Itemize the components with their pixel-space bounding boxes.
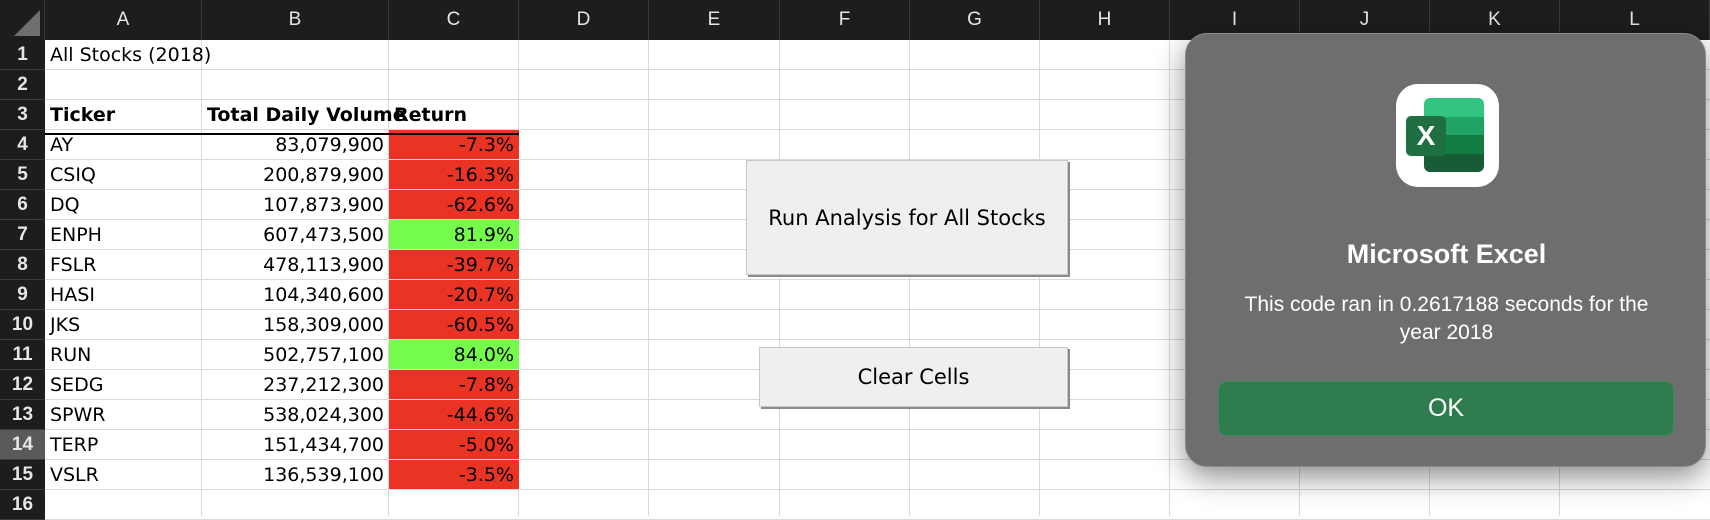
row-header-12[interactable]: 12 bbox=[0, 370, 45, 400]
gridline-vertical bbox=[201, 40, 202, 516]
row-header-10[interactable]: 10 bbox=[0, 310, 45, 340]
gridline-horizontal bbox=[45, 129, 1710, 130]
gridline-vertical bbox=[909, 40, 910, 516]
gridline-horizontal bbox=[45, 459, 1710, 460]
cell-volume[interactable]: 200,879,900 bbox=[263, 164, 384, 186]
row-header-11[interactable]: 11 bbox=[0, 340, 45, 370]
gridline-vertical bbox=[779, 40, 780, 516]
cell-ticker[interactable]: ENPH bbox=[50, 224, 102, 246]
row-header-3[interactable]: 3 bbox=[0, 100, 45, 130]
gridline-vertical bbox=[648, 40, 649, 516]
row-header-6[interactable]: 6 bbox=[0, 190, 45, 220]
row-header-14[interactable]: 14 bbox=[0, 430, 45, 460]
cell-ticker[interactable]: FSLR bbox=[50, 254, 97, 276]
gridline-vertical bbox=[1169, 40, 1170, 516]
cell-ticker[interactable]: AY bbox=[50, 134, 74, 156]
cell-return[interactable]: -44.6% bbox=[389, 400, 519, 429]
cell-volume[interactable]: 237,212,300 bbox=[263, 374, 384, 396]
dialog-message: This code ran in 0.2617188 seconds for t… bbox=[1244, 293, 1649, 344]
row-header-5[interactable]: 5 bbox=[0, 160, 45, 190]
gridline-horizontal bbox=[45, 339, 1710, 340]
row-header-15[interactable]: 15 bbox=[0, 460, 45, 490]
cell-volume[interactable]: 107,873,900 bbox=[263, 194, 384, 216]
cell-ticker[interactable]: TERP bbox=[50, 434, 99, 456]
row-header-4[interactable]: 4 bbox=[0, 130, 45, 160]
cell-return[interactable]: -7.3% bbox=[389, 130, 519, 159]
cell-return[interactable]: -39.7% bbox=[389, 250, 519, 279]
column-header-h[interactable]: H bbox=[1040, 0, 1170, 40]
gridline-horizontal bbox=[45, 489, 1710, 490]
gridline-horizontal bbox=[45, 279, 1710, 280]
cell-ticker[interactable]: RUN bbox=[50, 344, 92, 366]
column-header-f[interactable]: F bbox=[780, 0, 910, 40]
gridline-horizontal bbox=[45, 159, 1710, 160]
clear-cells-button[interactable]: Clear Cells bbox=[759, 347, 1068, 407]
cell-ticker[interactable]: HASI bbox=[50, 284, 95, 306]
gridline-vertical bbox=[1039, 40, 1040, 516]
cell-ticker[interactable]: DQ bbox=[50, 194, 80, 216]
cell-volume[interactable]: 607,473,500 bbox=[263, 224, 384, 246]
row-header-8[interactable]: 8 bbox=[0, 250, 45, 280]
cell-volume[interactable]: 158,309,000 bbox=[263, 314, 384, 336]
cell-return[interactable]: -5.0% bbox=[389, 430, 519, 459]
column-header-b[interactable]: B bbox=[202, 0, 389, 40]
header-total-daily-volume[interactable]: Total Daily Volume bbox=[207, 104, 406, 126]
cell-a1-title[interactable]: All Stocks (2018) bbox=[50, 44, 212, 66]
gridline-horizontal bbox=[45, 309, 1710, 310]
cell-volume[interactable]: 83,079,900 bbox=[275, 134, 384, 156]
cell-return[interactable]: -60.5% bbox=[389, 310, 519, 339]
row-header-16[interactable]: 16 bbox=[0, 490, 45, 520]
header-return[interactable]: Return bbox=[394, 104, 468, 126]
cell-return[interactable]: -16.3% bbox=[389, 160, 519, 189]
column-header-e[interactable]: E bbox=[649, 0, 780, 40]
row-header-2[interactable]: 2 bbox=[0, 70, 45, 100]
cell-return[interactable]: -62.6% bbox=[389, 190, 519, 219]
cell-return[interactable]: -3.5% bbox=[389, 460, 519, 489]
cell-return[interactable]: -7.8% bbox=[389, 370, 519, 399]
cell-volume[interactable]: 151,434,700 bbox=[263, 434, 384, 456]
cell-volume[interactable]: 502,757,100 bbox=[263, 344, 384, 366]
column-header-c[interactable]: C bbox=[389, 0, 519, 40]
cell-return[interactable]: -20.7% bbox=[389, 280, 519, 309]
cell-volume[interactable]: 478,113,900 bbox=[263, 254, 384, 276]
cell-volume[interactable]: 104,340,600 bbox=[263, 284, 384, 306]
cell-ticker[interactable]: CSIQ bbox=[50, 164, 96, 186]
gridline-horizontal bbox=[45, 69, 1710, 70]
cell-return[interactable]: 81.9% bbox=[389, 220, 519, 249]
excel-app-icon: X bbox=[1396, 84, 1499, 187]
excel-x-icon: X bbox=[1406, 116, 1446, 156]
header-bottom-border bbox=[45, 133, 519, 135]
gridline-horizontal bbox=[45, 99, 1710, 100]
header-ticker[interactable]: Ticker bbox=[50, 104, 116, 126]
gridline-vertical bbox=[388, 40, 389, 516]
cell-volume[interactable]: 136,539,100 bbox=[263, 464, 384, 486]
dialog-title: Microsoft Excel bbox=[1346, 239, 1547, 269]
select-all-corner[interactable] bbox=[0, 0, 45, 40]
alert-dialog: X Microsoft Excel This code ran in 0.261… bbox=[1185, 33, 1706, 467]
cell-ticker[interactable]: SEDG bbox=[50, 374, 104, 396]
column-header-a[interactable]: A bbox=[45, 0, 202, 40]
ok-button[interactable]: OK bbox=[1218, 381, 1674, 436]
row-header-1[interactable]: 1 bbox=[0, 40, 45, 70]
row-header-13[interactable]: 13 bbox=[0, 400, 45, 430]
row-header-7[interactable]: 7 bbox=[0, 220, 45, 250]
cell-ticker[interactable]: VSLR bbox=[50, 464, 99, 486]
column-header-d[interactable]: D bbox=[519, 0, 649, 40]
select-all-triangle-icon bbox=[14, 10, 40, 36]
cell-return[interactable]: 84.0% bbox=[389, 340, 519, 369]
column-header-g[interactable]: G bbox=[910, 0, 1040, 40]
gridline-horizontal bbox=[45, 429, 1710, 430]
cell-volume[interactable]: 538,024,300 bbox=[263, 404, 384, 426]
cell-ticker[interactable]: JKS bbox=[50, 314, 81, 336]
row-header-9[interactable]: 9 bbox=[0, 280, 45, 310]
run-analysis-button[interactable]: Run Analysis for All Stocks bbox=[746, 160, 1068, 275]
cell-ticker[interactable]: SPWR bbox=[50, 404, 106, 426]
